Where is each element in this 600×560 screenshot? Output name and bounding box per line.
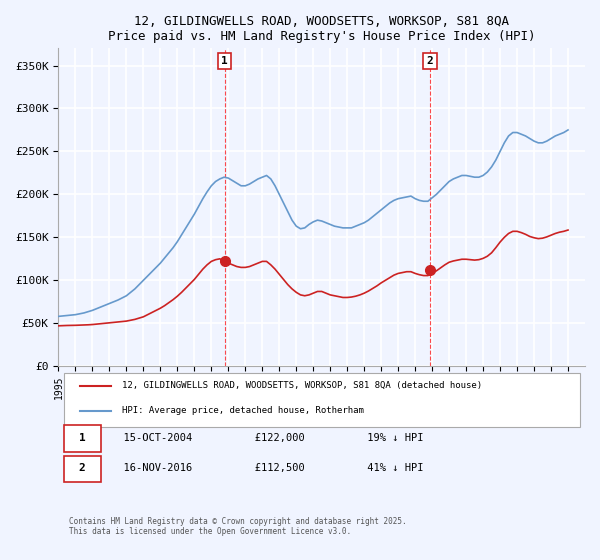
Text: 15-OCT-2004          £122,000          19% ↓ HPI: 15-OCT-2004 £122,000 19% ↓ HPI: [111, 433, 424, 443]
FancyBboxPatch shape: [64, 425, 101, 452]
Text: 2: 2: [427, 56, 433, 66]
FancyBboxPatch shape: [64, 374, 580, 427]
Text: 1: 1: [79, 433, 86, 443]
Text: HPI: Average price, detached house, Rotherham: HPI: Average price, detached house, Roth…: [122, 407, 364, 416]
Text: Contains HM Land Registry data © Crown copyright and database right 2025.
This d: Contains HM Land Registry data © Crown c…: [69, 517, 407, 536]
Title: 12, GILDINGWELLS ROAD, WOODSETTS, WORKSOP, S81 8QA
Price paid vs. HM Land Regist: 12, GILDINGWELLS ROAD, WOODSETTS, WORKSO…: [108, 15, 535, 43]
Text: 12, GILDINGWELLS ROAD, WOODSETTS, WORKSOP, S81 8QA (detached house): 12, GILDINGWELLS ROAD, WOODSETTS, WORKSO…: [122, 381, 482, 390]
Text: 1: 1: [221, 56, 228, 66]
Text: 2: 2: [79, 463, 86, 473]
FancyBboxPatch shape: [64, 456, 101, 482]
Text: 16-NOV-2016          £112,500          41% ↓ HPI: 16-NOV-2016 £112,500 41% ↓ HPI: [111, 463, 424, 473]
